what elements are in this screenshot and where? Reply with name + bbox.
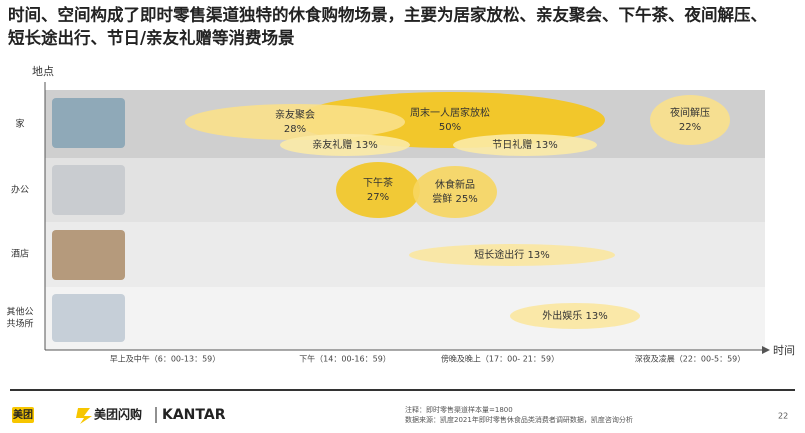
row-label: 办公 [11,184,29,196]
scene-bubble [409,244,615,266]
row-band [45,287,765,350]
scene-label: 尝鲜 25% [432,192,477,205]
scene-label: 节日礼赠 13% [492,138,557,151]
bolt-icon [76,408,92,424]
time-label: 下午（14：00-16：59） [299,354,391,364]
photo [52,165,125,215]
time-label: 傍晚及晚上（17：00- 21：59） [441,354,559,364]
brand: 美团 [13,408,33,421]
logo-box [12,407,34,423]
x-axis-label: 时间 [773,344,795,357]
scene-label: 短长途出行 13% [474,248,549,261]
scene-label: 亲友礼赠 13% [312,138,377,151]
axis-arrow [762,346,770,354]
scene-label: 亲友聚会 [275,108,315,121]
scene-bubble [336,162,420,218]
time-label: 深夜及凌晨（22：00-5：59） [635,354,746,364]
photo [52,230,125,280]
row-label: 其他公 [6,306,33,318]
brand: KANTAR [162,407,226,423]
photo [52,98,125,148]
page-number: 22 [778,412,788,421]
scene-label: 休食新品 [435,178,475,191]
scene-label: 周末一人居家放松 [410,106,490,119]
scene-label: 下午茶 [363,176,393,189]
scene-bubble [185,104,405,140]
scene-label: 50% [439,122,461,133]
scene-label: 27% [367,192,389,203]
photo [52,294,125,342]
row-label: 酒店 [11,248,29,260]
row-label: 共场所 [6,319,33,330]
scene-label: 外出娱乐 13% [542,309,607,322]
scene-label: 22% [679,122,701,133]
scene-label: 28% [284,124,306,135]
time-label: 早上及中午（6：00-13：59） [110,354,221,364]
scene-bubble [510,303,640,329]
note: 注释：即时零售渠道样本量=1800 [405,405,513,414]
title-line: 时间、空间构成了即时零售渠道独特的休食购物场景，主要为居家放松、亲友聚会、下午茶… [8,5,767,25]
scene-label: 夜间解压 [670,106,710,119]
title-line: 短长途出行、节日/亲友礼赠等消费场景 [8,28,295,48]
scene-bubble [453,134,597,156]
row-band [45,222,765,287]
scene-bubble [413,166,497,218]
source: 数据来源：凯度2021年即时零售休食品类消费者调研数据，凯度咨询分析 [405,415,633,424]
row-label: 家 [15,118,24,130]
y-axis-label: 地点 [32,65,54,78]
scene-bubble [280,134,410,156]
brand: 美团闪购 [94,407,142,422]
scene-bubble [650,95,730,145]
